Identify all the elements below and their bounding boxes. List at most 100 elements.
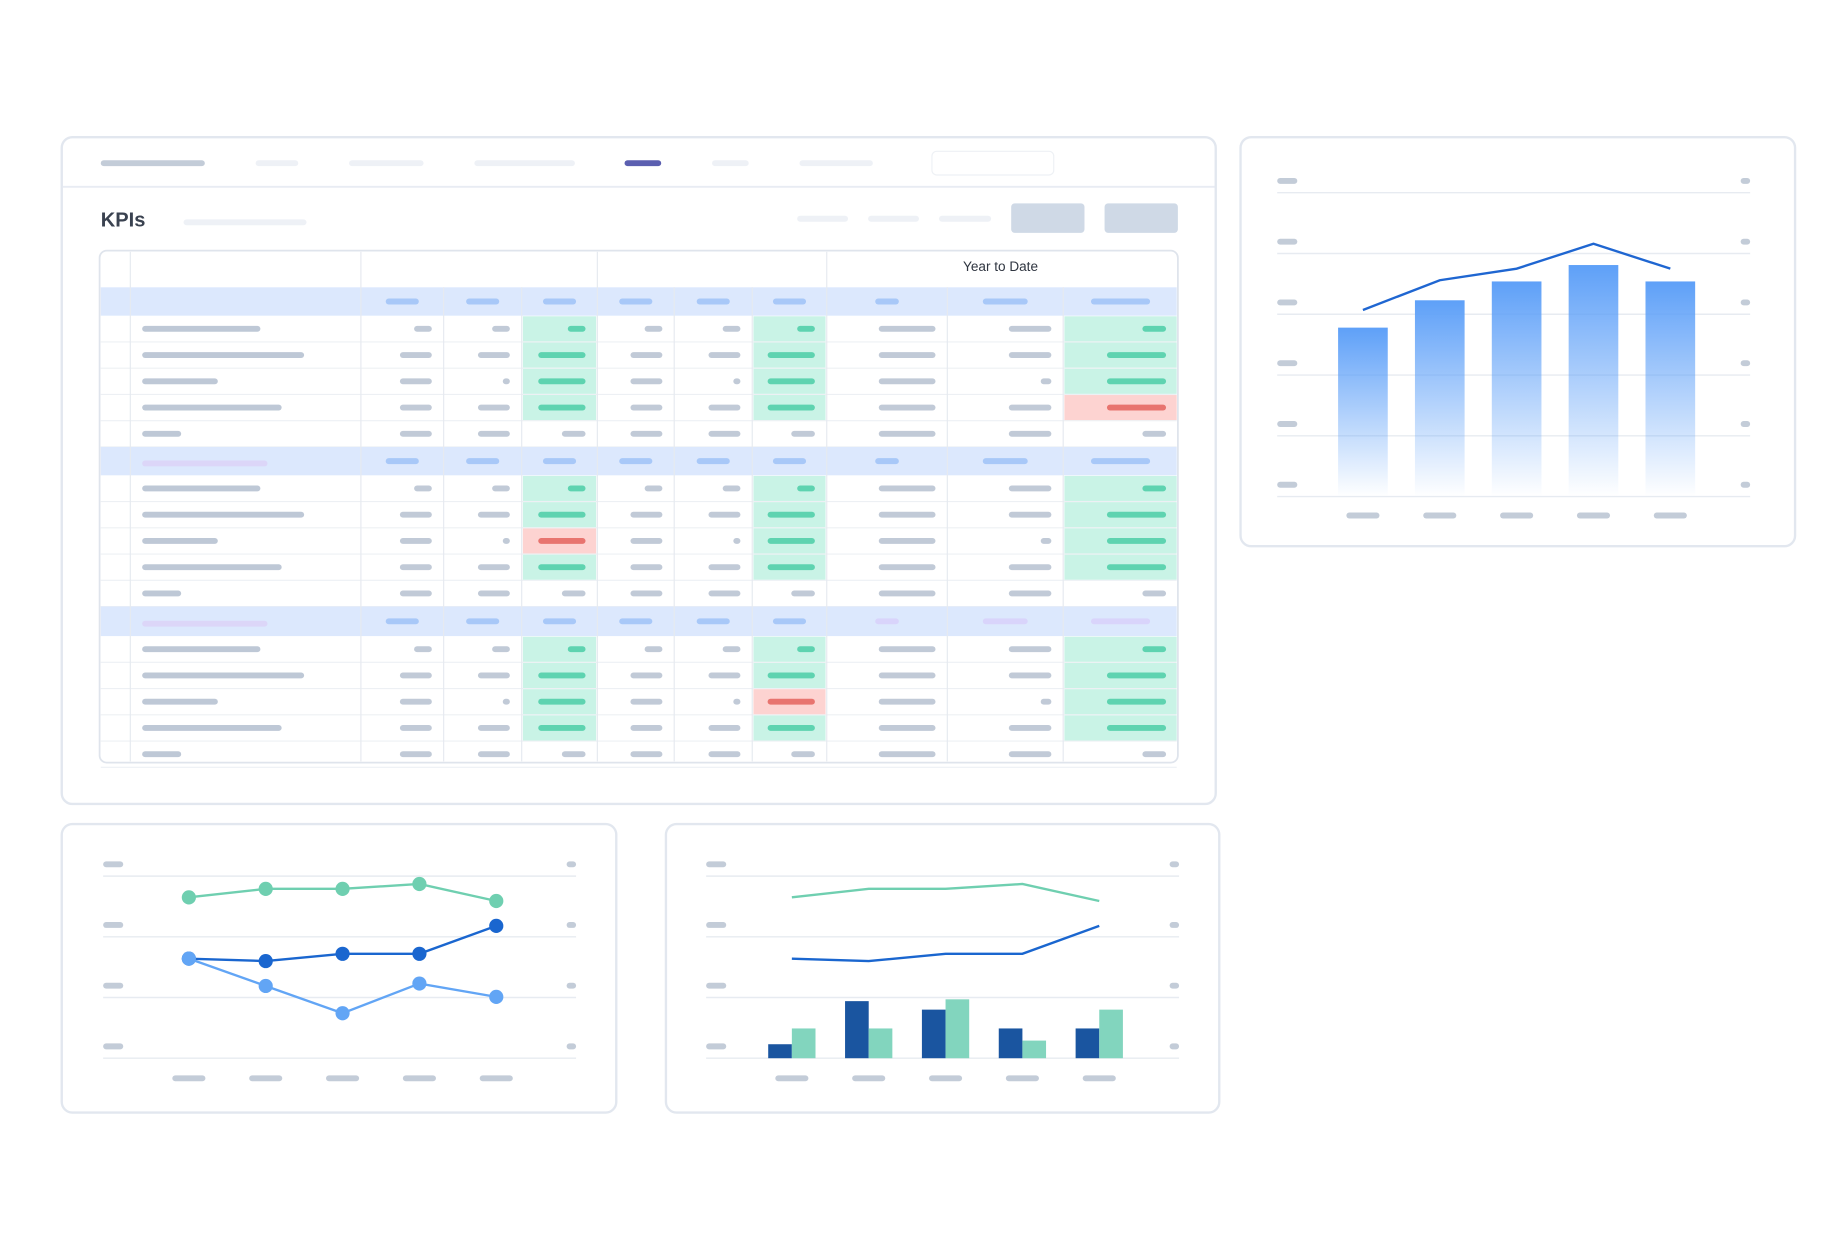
cell-value [722, 646, 741, 653]
cell-value [767, 352, 815, 359]
cell-value [1008, 672, 1052, 679]
bar [1099, 1009, 1123, 1059]
column-header [542, 618, 577, 625]
line-marker [335, 1006, 350, 1021]
column-header [696, 618, 730, 625]
cell-value [878, 485, 936, 492]
cell-value [1008, 325, 1052, 332]
y2-tick-placeholder [566, 922, 577, 928]
cell-value [538, 564, 586, 571]
bar [768, 1044, 792, 1059]
cell-value [791, 751, 815, 758]
cell-value [630, 378, 663, 385]
cell-value [878, 590, 936, 597]
cell-value [708, 725, 741, 731]
cell-value [477, 751, 510, 758]
cell-value [767, 672, 815, 679]
placeholder [797, 215, 849, 222]
nav-item [255, 160, 299, 167]
placeholder [183, 219, 307, 226]
cell-value [492, 325, 510, 332]
cell-value [767, 564, 815, 571]
y2-tick-placeholder [1169, 1043, 1180, 1050]
column-header [772, 298, 807, 305]
y2-tick-placeholder [1740, 177, 1751, 184]
line-marker [489, 989, 504, 1004]
chart-panel [60, 822, 618, 1114]
cell-value [708, 590, 741, 597]
column-header [696, 298, 730, 305]
y-tick-placeholder [1277, 481, 1298, 488]
cell-value [399, 564, 432, 571]
cell-value [1106, 537, 1167, 544]
cell-value [1008, 511, 1052, 518]
button[interactable] [1104, 203, 1178, 233]
row-label [142, 325, 261, 332]
cell-value [538, 511, 586, 518]
line-marker [489, 918, 504, 933]
cell-value [722, 485, 741, 492]
cell-value [708, 564, 741, 571]
cell-value [1008, 485, 1052, 492]
y2-tick-placeholder [1740, 299, 1751, 306]
cell-value [630, 352, 663, 359]
cell-value [708, 511, 741, 518]
cell-value [1142, 751, 1167, 758]
column-header [982, 458, 1028, 465]
cell-value [538, 698, 586, 705]
cell-value [722, 325, 741, 332]
cell-value [878, 564, 936, 571]
column-header [385, 298, 419, 305]
cell-value [630, 725, 663, 731]
line-marker [335, 881, 350, 896]
y-tick-placeholder [103, 982, 124, 989]
search-box[interactable] [931, 150, 1055, 176]
column-group-header: Year to Date [963, 259, 1038, 274]
y-tick-placeholder [706, 922, 727, 928]
cell-value [1106, 698, 1167, 705]
cell-value [767, 404, 815, 411]
cell-value [492, 485, 510, 492]
cell-value [644, 325, 663, 332]
cell-value [1106, 378, 1167, 385]
cell-value [1142, 646, 1167, 653]
row-label [142, 352, 305, 359]
y2-tick-placeholder [1740, 421, 1751, 427]
x-tick-placeholder [1576, 512, 1611, 519]
column-header [696, 458, 730, 465]
x-tick-placeholder [1500, 512, 1534, 519]
cell-value [878, 646, 936, 653]
cell-value [878, 430, 936, 437]
bar [1022, 1040, 1047, 1059]
y2-tick-placeholder [1169, 861, 1180, 868]
x-tick-placeholder [929, 1075, 963, 1082]
cell-value [414, 325, 432, 332]
cell-value [477, 564, 510, 571]
x-tick-placeholder [402, 1075, 436, 1082]
cell-value [538, 404, 586, 411]
x-tick-placeholder [249, 1075, 283, 1082]
page-title: KPIs [101, 209, 146, 231]
line-marker [412, 976, 427, 991]
y-tick-placeholder [1277, 421, 1298, 427]
bar [1338, 327, 1388, 497]
cell-value [561, 751, 586, 758]
line-marker [181, 951, 196, 966]
cell-value [492, 646, 510, 653]
cell-value [630, 590, 663, 597]
cell-value [878, 672, 936, 679]
cell-value [644, 485, 663, 492]
placeholder [868, 215, 919, 222]
bar [921, 1009, 946, 1059]
cell-value [1008, 404, 1052, 411]
cell-value [477, 590, 510, 597]
group-label [142, 460, 268, 467]
cell-value [708, 430, 741, 437]
cell-value [1142, 485, 1167, 492]
button[interactable] [1011, 203, 1085, 233]
cell-value [708, 404, 741, 411]
y-tick-placeholder [706, 1043, 727, 1050]
cell-value [502, 537, 510, 544]
placeholder [939, 215, 992, 222]
cell-value [733, 537, 741, 544]
